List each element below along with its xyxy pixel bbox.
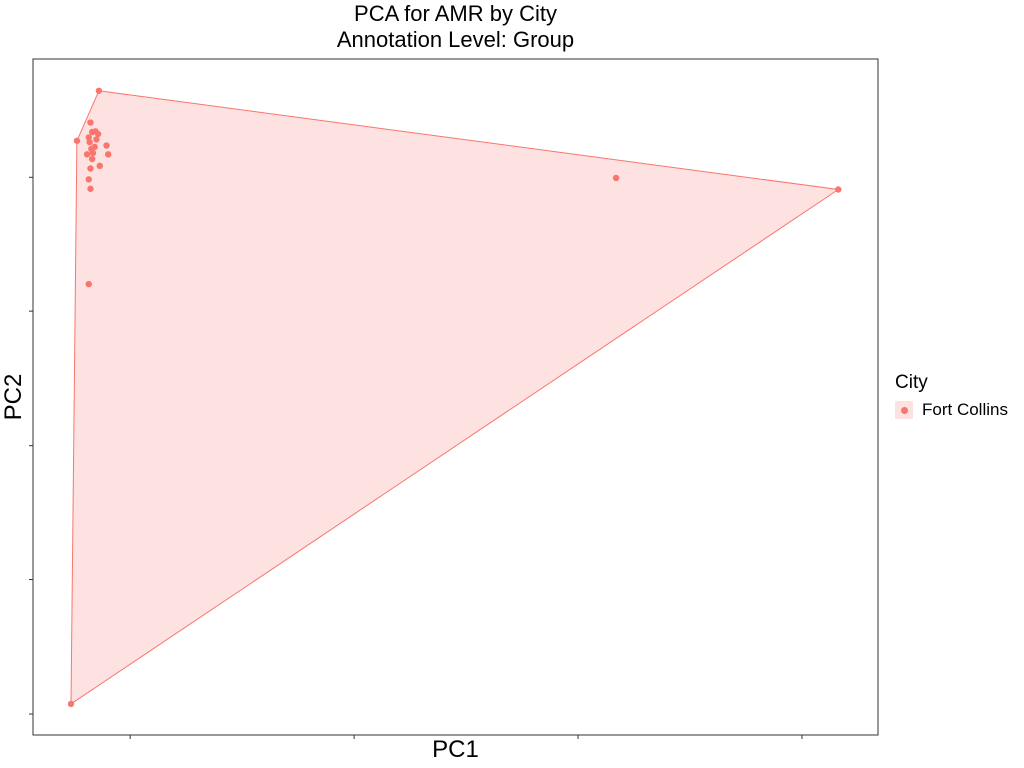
legend-dot-icon xyxy=(900,406,908,414)
y-axis-title: PC2 xyxy=(0,373,27,421)
convex-hull xyxy=(70,90,840,705)
data-point xyxy=(87,185,94,192)
legend-title: City xyxy=(895,372,928,393)
x-axis-ticks xyxy=(129,735,803,739)
legend: City Fort Collins xyxy=(895,372,1008,420)
data-point xyxy=(92,128,99,135)
data-point xyxy=(85,176,92,183)
chart-title: PCA for AMR by City xyxy=(354,1,557,26)
data-point xyxy=(835,186,842,193)
data-point xyxy=(87,119,94,126)
data-point xyxy=(95,87,103,94)
plot-panel-border xyxy=(32,58,879,736)
data-point xyxy=(85,134,92,141)
data-point xyxy=(96,162,103,170)
data-point xyxy=(73,137,81,144)
data-point xyxy=(105,151,112,158)
data-point xyxy=(89,149,97,157)
legend-label: Fort Collins xyxy=(922,400,1008,419)
data-point xyxy=(67,700,75,708)
chart-subtitle: Annotation Level: Group xyxy=(336,27,575,52)
data-point xyxy=(88,155,96,163)
data-point xyxy=(85,280,92,288)
legend-item: Fort Collins xyxy=(895,400,1008,420)
data-points xyxy=(67,87,842,708)
data-point xyxy=(86,138,93,146)
data-point xyxy=(612,174,620,182)
legend-key xyxy=(895,401,913,419)
data-point xyxy=(87,165,94,172)
data-point xyxy=(93,136,100,143)
data-point xyxy=(103,142,110,149)
data-point xyxy=(83,151,91,158)
x-axis-title: PC1 xyxy=(432,736,479,763)
y-axis-ticks xyxy=(29,176,33,715)
